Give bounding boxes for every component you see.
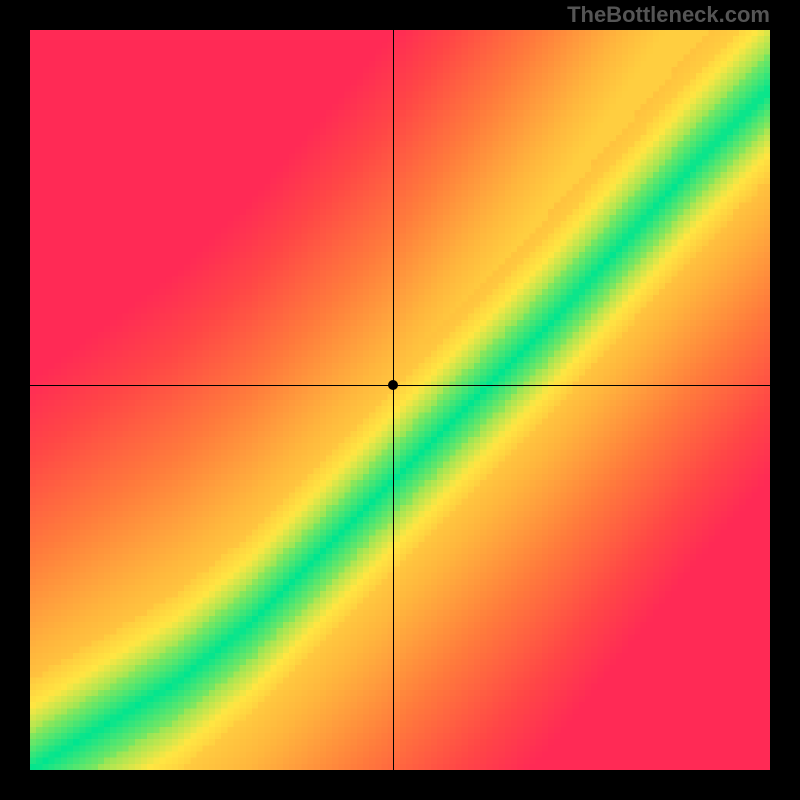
marker-dot: [388, 380, 398, 390]
attribution-label: TheBottleneck.com: [567, 2, 770, 28]
crosshair-vertical: [393, 30, 394, 770]
heatmap-canvas: [30, 30, 770, 770]
plot-area: [30, 30, 770, 770]
chart-frame: TheBottleneck.com: [0, 0, 800, 800]
crosshair-horizontal: [30, 385, 770, 386]
